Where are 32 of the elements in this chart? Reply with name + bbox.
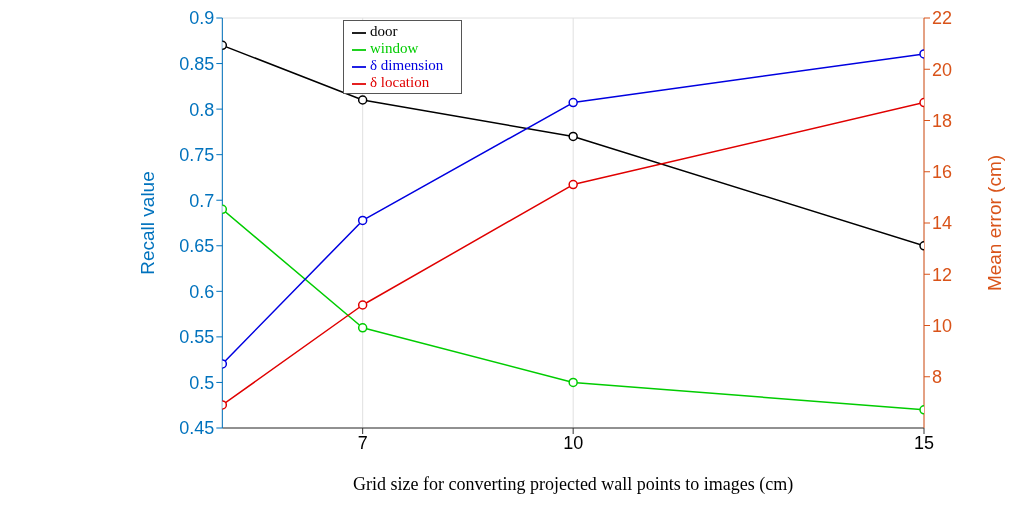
y-tick-label: 0.65	[179, 236, 215, 257]
y2-axis-title: Mean error (cm)	[983, 154, 1005, 292]
y2-tick-label: 14	[932, 213, 953, 234]
y-tick-label: 0.75	[179, 145, 215, 166]
legend-label: window	[370, 40, 419, 56]
legend-label: door	[370, 23, 398, 39]
x-axis-title: Grid size for converting projected wall points to images (cm)	[352, 474, 794, 495]
y-tick-label: 0.6	[189, 281, 215, 302]
y2-tick-label: 8	[932, 367, 943, 388]
legend-label: δ location	[370, 74, 430, 90]
point	[568, 179, 578, 190]
y-tick-label: 0.8	[189, 99, 215, 120]
y-tick-label: 0.9	[189, 8, 215, 29]
y2-tick-label: 12	[932, 264, 953, 285]
y2-tick-label: 20	[932, 59, 953, 80]
x-tick-label: 15	[913, 432, 935, 453]
x-tick-label: 7	[357, 432, 368, 453]
y2-tick-label: 18	[932, 110, 953, 131]
y-axis-title: Recall value	[137, 171, 159, 275]
y-tick-label: 0.85	[179, 53, 215, 74]
y-tick-label: 0.45	[179, 418, 215, 439]
y-tick-label: 0.5	[189, 372, 215, 393]
y2-tick-label: 10	[932, 315, 953, 336]
point	[568, 97, 578, 108]
y-tick-label: 0.55	[179, 327, 215, 348]
point	[568, 377, 578, 388]
point	[568, 131, 578, 142]
y2-tick-label: 16	[932, 162, 953, 183]
legend-label: δ dimension	[370, 57, 444, 73]
y-tick-label: 0.7	[189, 190, 215, 211]
y2-tick-label: 22	[932, 8, 953, 29]
x-tick-label: 10	[563, 432, 584, 453]
